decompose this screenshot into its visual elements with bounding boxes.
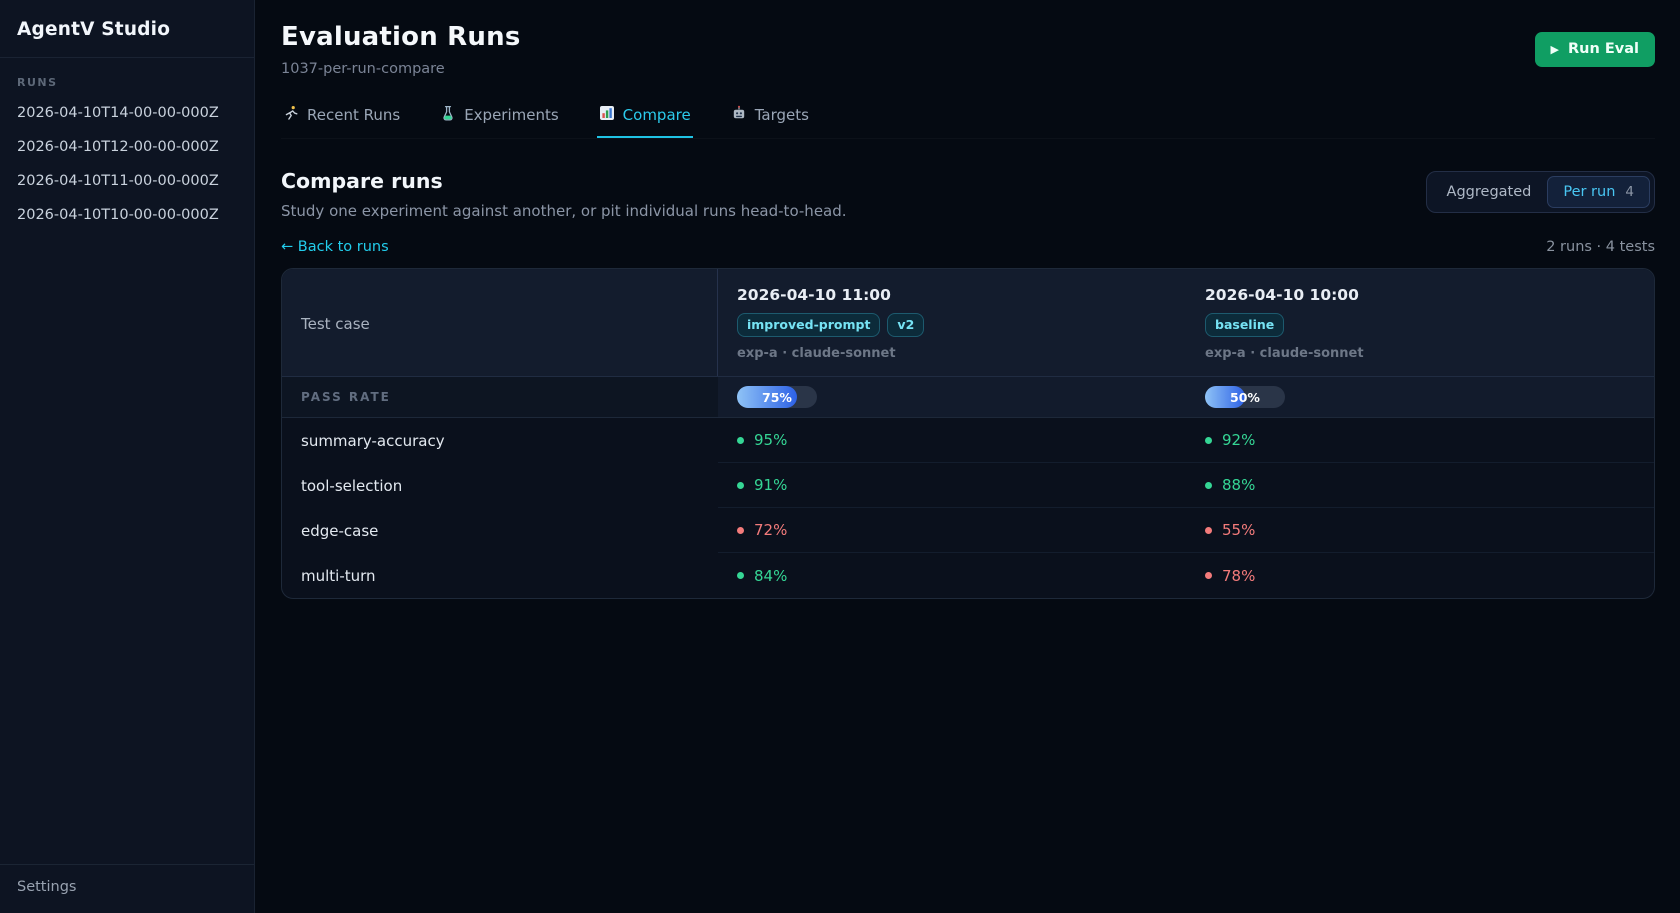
test-case-name: summary-accuracy [301, 431, 445, 450]
result-cell: 91% [718, 463, 1186, 508]
result-value: 95% [754, 431, 788, 449]
tab-recent-runs[interactable]: Recent Runs [281, 103, 402, 138]
table-header-row: Test case 2026-04-10 11:00 improved-prompt… [282, 269, 1654, 377]
pass-rate-cell: 75% [718, 377, 1186, 417]
toggle-aggregated-label: Aggregated [1446, 184, 1532, 200]
run-eval-button[interactable]: ▶ Run Eval [1534, 32, 1655, 67]
run-list: 2026-04-10T14-00-00-000Z 2026-04-10T12-00… [0, 96, 254, 232]
test-case-name: multi-turn [301, 566, 376, 585]
toggle-aggregated[interactable]: Aggregated [1431, 176, 1548, 208]
run-column-header: 2026-04-10 10:00 baseline exp-a · claude-s… [1186, 269, 1654, 376]
test-case-name: edge-case [301, 521, 379, 540]
tab-experiments[interactable]: Experiments [438, 103, 560, 138]
bar-chart-icon [599, 105, 615, 125]
table-row: edge-case 72% 55% [282, 508, 1654, 553]
table-row: multi-turn 84% 78% [282, 553, 1654, 598]
pass-rate-bar-fill [1205, 386, 1245, 408]
toggle-per-run-count: 4 [1625, 184, 1634, 200]
pass-rate-bar: 50% [1205, 386, 1285, 408]
result-cell: 95% [718, 418, 1186, 463]
robot-icon [731, 105, 747, 125]
status-dot-pass [737, 572, 744, 579]
run-meta: exp-a · claude-sonnet [1205, 346, 1364, 361]
pass-rate-cell: 50% [1186, 377, 1654, 417]
toggle-per-run-label: Per run [1563, 184, 1616, 200]
compare-heading: Compare runs [281, 169, 443, 193]
result-cell: 72% [718, 508, 1186, 553]
status-dot-pass [737, 481, 744, 489]
runs-section-label: RUNS [17, 76, 58, 89]
tab-label: Targets [754, 106, 809, 124]
back-to-runs-link[interactable]: ← Back to runs [281, 239, 389, 255]
sidebar: AgentV Studio RUNS 2026-04-10T14-00-00-0… [0, 0, 255, 913]
pass-rate-bar-fill [737, 386, 797, 408]
table-meta-row: ← Back to runs 2 runs · 4 tests [281, 239, 1655, 255]
tab-bar: Recent Runs Experiments Compare Targets [281, 103, 1655, 139]
page-subtitle: 1037-per-run-compare [281, 61, 445, 77]
sidebar-run-item[interactable]: 2026-04-10T10-00-00-000Z [17, 207, 219, 223]
result-cell: 78% [1186, 553, 1654, 598]
result-cell: 55% [1186, 508, 1654, 553]
status-dot-fail [1205, 572, 1212, 579]
pass-rate-value: 75% [762, 389, 792, 405]
result-value: 91% [754, 476, 788, 494]
run-datetime: 2026-04-10 11:00 [737, 286, 891, 304]
pass-rate-bar: 75% [737, 386, 817, 408]
toggle-per-run[interactable]: Per run 4 [1547, 176, 1650, 208]
tab-targets[interactable]: Targets [729, 103, 811, 138]
run-column-header: 2026-04-10 11:00 improved-prompt v2 exp-a ·… [718, 269, 1186, 376]
run-badge: improved-prompt [737, 313, 881, 337]
run-eval-label: Run Eval [1568, 41, 1639, 57]
settings-link[interactable]: Settings [0, 864, 254, 913]
run-badge: baseline [1205, 313, 1285, 337]
tab-label: Experiments [464, 106, 559, 124]
test-case-column-header: Test case [282, 269, 718, 376]
view-mode-toggle: Aggregated Per run 4 [1425, 171, 1655, 213]
test-case-name: tool-selection [301, 476, 403, 495]
app-title: AgentV Studio [0, 0, 254, 58]
main-content: Evaluation Runs 1037-per-run-compare ▶ R… [255, 0, 1680, 913]
status-dot-pass [737, 436, 744, 444]
sidebar-run-item[interactable]: 2026-04-10T12-00-00-000Z [17, 139, 219, 155]
result-cell: 92% [1186, 418, 1654, 463]
status-dot-pass [1205, 481, 1212, 489]
run-meta: exp-a · claude-sonnet [737, 346, 896, 361]
pass-rate-value: 50% [1230, 389, 1260, 405]
result-value: 72% [754, 521, 788, 539]
runs-tests-summary: 2 runs · 4 tests [1546, 239, 1655, 255]
page-title: Evaluation Runs [281, 22, 521, 52]
sidebar-run-item[interactable]: 2026-04-10T14-00-00-000Z [17, 105, 219, 121]
run-badges: baseline [1205, 313, 1635, 337]
tab-label: Recent Runs [307, 106, 401, 124]
pass-rate-row: PASS RATE 75% 50% [282, 377, 1654, 418]
result-value: 84% [754, 566, 788, 585]
test-tube-icon [440, 105, 456, 125]
play-icon: ▶ [1550, 42, 1560, 56]
pass-rate-label: PASS RATE [301, 390, 391, 404]
run-badge: v2 [887, 313, 925, 337]
result-cell: 88% [1186, 463, 1654, 508]
sidebar-run-item[interactable]: 2026-04-10T11-00-00-000Z [17, 173, 219, 189]
table-row: tool-selection 91% 88% [282, 463, 1654, 508]
compare-section-header: Compare runs Study one experiment agains… [281, 169, 1655, 220]
compare-table: Test case 2026-04-10 11:00 improved-prompt… [281, 268, 1655, 599]
tab-label: Compare [622, 106, 691, 124]
runner-icon [283, 105, 299, 125]
run-datetime: 2026-04-10 10:00 [1205, 286, 1359, 304]
status-dot-fail [1205, 526, 1212, 534]
result-value: 55% [1222, 521, 1256, 539]
table-row: summary-accuracy 95% 92% [282, 418, 1654, 463]
status-dot-fail [737, 526, 744, 534]
compare-description: Study one experiment against another, or… [281, 202, 847, 220]
result-value: 88% [1222, 476, 1256, 494]
tab-compare[interactable]: Compare [596, 103, 693, 138]
result-value: 92% [1222, 431, 1256, 449]
page-header: Evaluation Runs 1037-per-run-compare ▶ R… [281, 22, 1655, 77]
result-value: 78% [1222, 566, 1256, 585]
status-dot-pass [1205, 436, 1212, 444]
run-badges: improved-prompt v2 [737, 313, 1167, 337]
result-cell: 84% [718, 553, 1186, 598]
